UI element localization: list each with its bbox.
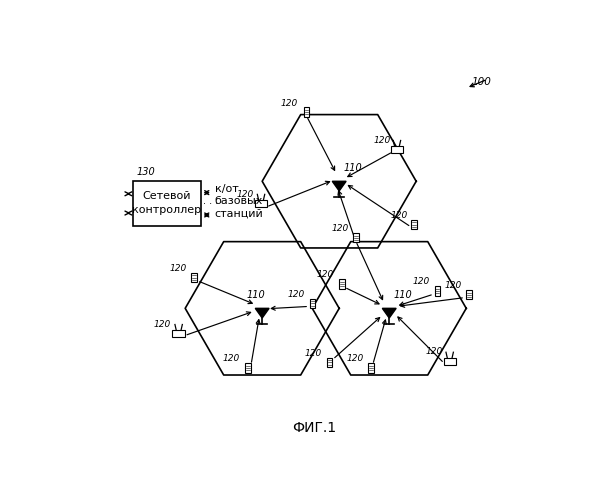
Text: 120: 120 [169,264,186,273]
Text: контроллер: контроллер [132,204,202,214]
Bar [444,358,456,364]
Text: 120: 120 [374,136,391,144]
Text: 120: 120 [236,190,253,198]
Polygon shape [332,182,346,191]
Text: 130: 130 [136,168,155,177]
Text: 120: 120 [413,278,430,286]
Text: · · ·: · · · [202,199,218,209]
Text: 120: 120 [332,224,349,233]
Bar [310,298,316,308]
Text: 120: 120 [223,354,240,364]
Bar [411,220,417,230]
Polygon shape [255,308,269,318]
Bar [368,364,374,372]
Polygon shape [383,308,396,318]
Text: станций: станций [215,208,264,218]
Text: 120: 120 [154,320,171,328]
Text: 120: 120 [346,354,364,364]
Text: 120: 120 [425,348,443,356]
Bar [390,146,403,153]
Bar [353,233,359,242]
Bar [255,200,267,206]
Text: 100: 100 [471,78,491,88]
Text: 120: 120 [287,290,305,298]
Bar [327,358,332,367]
Text: 120: 120 [444,281,462,290]
Bar [191,273,197,282]
Text: 110: 110 [247,290,265,300]
Text: 120: 120 [281,99,298,108]
Bar [303,108,309,116]
Text: 120: 120 [390,211,407,220]
Text: ФИГ.1: ФИГ.1 [292,422,336,436]
Bar [466,290,472,300]
Text: 110: 110 [344,163,362,173]
Text: Сетевой: Сетевой [143,192,191,202]
Text: базовых: базовых [215,196,263,206]
Bar [339,280,345,288]
Text: 120: 120 [317,270,334,280]
Text: к/от: к/от [215,184,238,194]
Bar [172,330,185,337]
Text: 110: 110 [394,290,413,300]
Bar [245,364,251,372]
Bar [435,286,440,296]
Text: 120: 120 [305,348,322,358]
Bar [133,182,200,226]
